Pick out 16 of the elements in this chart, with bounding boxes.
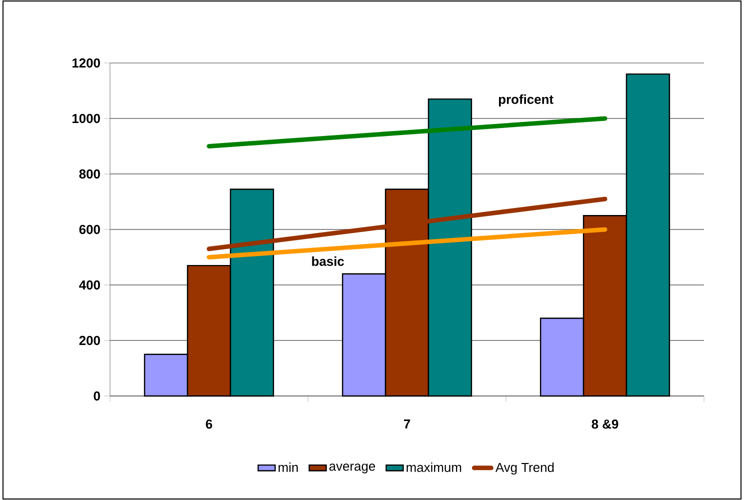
x-tick-label: 8 &9: [592, 420, 618, 429]
legend-label: Avg Trend: [495, 462, 554, 475]
x-tick-label: 7: [404, 420, 410, 428]
y-tick-label: 200: [79, 336, 100, 346]
legend-label: average: [329, 464, 376, 474]
legend-label: maximum: [406, 462, 462, 472]
x-tick-label: 6: [206, 420, 212, 429]
series-label: proficent: [498, 94, 554, 107]
y-tick-label: 800: [79, 169, 100, 179]
y-tick-label: 400: [79, 280, 100, 290]
y-tick-label: 0: [94, 391, 100, 401]
y-tick-label: 600: [79, 224, 100, 234]
series-label: basic: [312, 256, 344, 266]
y-tick-label: 1200: [72, 58, 100, 68]
y-tick-label: 1000: [72, 114, 100, 124]
legend-label: min: [278, 462, 298, 472]
